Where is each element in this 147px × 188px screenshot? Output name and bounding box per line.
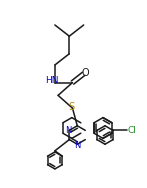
Text: HN: HN [45, 76, 59, 85]
Text: N: N [65, 126, 71, 135]
Text: O: O [82, 68, 90, 78]
Text: S: S [68, 102, 75, 112]
Text: N: N [74, 141, 80, 150]
Text: Cl: Cl [128, 126, 137, 135]
